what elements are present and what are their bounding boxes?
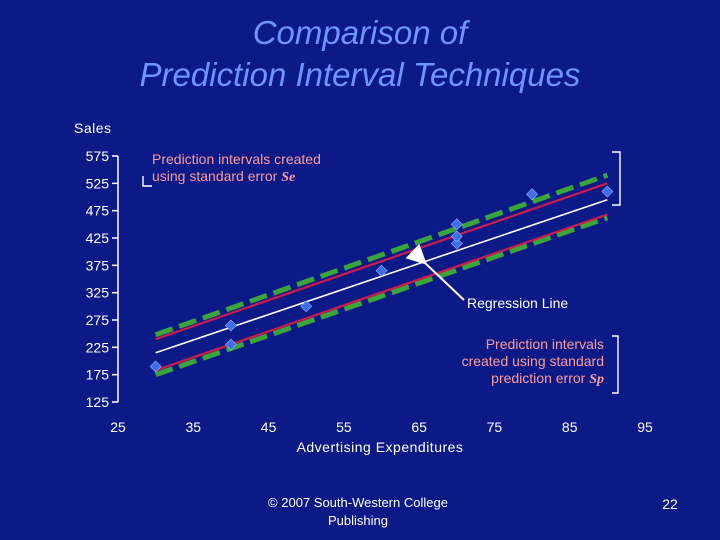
page-number: 22: [662, 496, 678, 512]
footer-line-2: Publishing: [328, 513, 388, 528]
title-line-2: Prediction Interval Techniques: [139, 56, 581, 93]
data-point: [225, 338, 237, 351]
x-axis-label: Advertising Expenditures: [297, 439, 464, 455]
se-annotation-text: Prediction intervals created using stand…: [152, 151, 321, 184]
data-point: [149, 360, 162, 373]
se-upper-interval-line: [155, 182, 608, 341]
data-point: [450, 230, 463, 243]
sp-upper-interval-line: [154, 172, 609, 338]
x-tick-label: 85: [562, 419, 578, 435]
data-point: [450, 218, 463, 231]
regression-line-label: Regression Line: [467, 295, 568, 311]
x-tick-label: 35: [185, 419, 201, 435]
y-tick-label: 125: [86, 394, 110, 410]
y-tick-label: 375: [86, 257, 110, 273]
x-tick-label: 45: [261, 419, 277, 435]
y-tick-label: 425: [86, 230, 110, 246]
sp-annotation-text: Prediction intervals created using stand…: [461, 336, 604, 386]
y-tick-label: 225: [86, 339, 110, 355]
right-upper-bracket: [612, 151, 621, 206]
regression-arrow: [405, 243, 465, 301]
title-line-1: Comparison of: [252, 14, 468, 51]
data-point: [225, 319, 237, 332]
right-lower-bracket: [612, 335, 619, 394]
x-tick-label: 25: [110, 419, 126, 435]
sp-symbol: Sp: [589, 372, 604, 387]
x-tick-label: 55: [336, 419, 352, 435]
se-annotation: Prediction intervals created using stand…: [152, 151, 322, 186]
se-annotation-bracket: [142, 176, 152, 187]
footer-line-1: © 2007 South-Western College: [268, 495, 448, 510]
data-point: [300, 300, 313, 313]
x-tick-label: 95: [637, 419, 653, 435]
copyright-footer: © 2007 South-Western College Publishing: [238, 494, 478, 530]
x-tick-label: 65: [411, 419, 427, 435]
data-point: [450, 237, 463, 250]
y-tick-label: 275: [86, 312, 110, 328]
data-point: [526, 188, 538, 201]
y-tick-label: 175: [86, 367, 110, 383]
se-symbol: Se: [281, 170, 296, 185]
x-tick-label: 75: [487, 419, 503, 435]
sp-annotation: Prediction intervals created using stand…: [438, 336, 604, 388]
slide-title: Comparison of Prediction Interval Techni…: [0, 12, 720, 96]
data-point: [601, 185, 614, 198]
y-axis-label: Sales: [74, 120, 112, 136]
y-tick-label: 525: [86, 175, 110, 191]
y-tick-label: 475: [86, 203, 110, 219]
data-point: [375, 264, 388, 277]
y-tick-label: 325: [86, 285, 110, 301]
y-tick-label: 575: [86, 148, 110, 164]
